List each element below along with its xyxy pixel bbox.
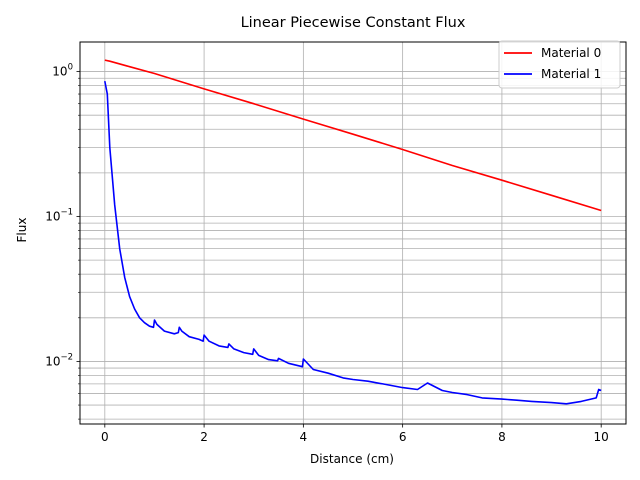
legend-label-material-0: Material 0	[541, 46, 601, 60]
x-tick-label: 0	[101, 430, 109, 444]
x-tick-label: 2	[200, 430, 208, 444]
series-line-material-1	[104, 80, 602, 405]
axes-frame	[79, 41, 627, 425]
grid-lines	[80, 42, 626, 424]
x-tick-label: 10	[594, 430, 609, 444]
y-axis-label: Flux	[15, 218, 29, 243]
x-tick-label: 6	[399, 430, 407, 444]
legend-label-material-1: Material 1	[541, 67, 601, 81]
x-tick-label: 4	[300, 430, 308, 444]
series-line-material-0	[104, 59, 602, 212]
legend: Material 0 Material 1	[498, 40, 621, 89]
x-axis-label: Distance (cm)	[310, 452, 394, 466]
chart-title: Linear Piecewise Constant Flux	[241, 15, 466, 31]
plot-area-series	[104, 59, 602, 405]
x-tick-label: 8	[498, 430, 506, 444]
